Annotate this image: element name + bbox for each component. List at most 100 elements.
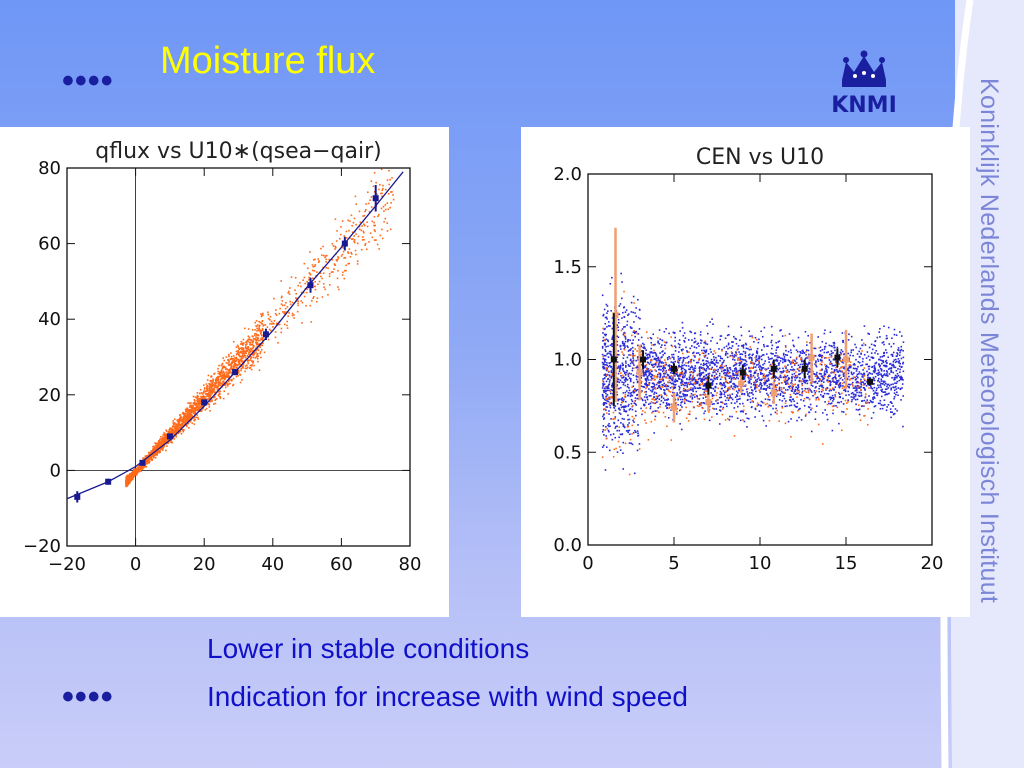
scatter-point [324, 288, 326, 291]
scatter-point [165, 440, 167, 443]
scatter-point [309, 273, 311, 275]
scatter-point [732, 335, 735, 338]
scatter-point [189, 404, 191, 407]
scatter-point [218, 385, 220, 387]
scatter-point [235, 353, 238, 356]
scatter-point [883, 373, 886, 375]
scatter-point [760, 349, 763, 351]
scatter-point [794, 393, 797, 395]
scatter-point [768, 385, 771, 388]
scatter-point [863, 374, 866, 376]
scatter-point [602, 385, 604, 387]
scatter-point [796, 387, 799, 390]
scatter-point [173, 423, 176, 426]
scatter-point [206, 388, 208, 390]
scatter-point [692, 388, 694, 391]
scatter-point [690, 392, 693, 395]
scatter-point [757, 357, 760, 360]
scatter-point [190, 409, 193, 412]
scatter-point [789, 396, 792, 399]
scatter-point [185, 417, 187, 420]
scatter-point [226, 383, 229, 386]
scatter-point [779, 329, 781, 332]
scatter-point [833, 405, 835, 407]
scatter-point [743, 392, 746, 395]
scatter-point [671, 372, 674, 374]
scatter-point [869, 376, 871, 379]
scatter-point [700, 366, 702, 369]
scatter-point [815, 385, 817, 388]
scatter-point [704, 383, 706, 385]
scatter-point [206, 395, 208, 397]
scatter-point [675, 372, 677, 374]
scatter-point [895, 382, 898, 385]
scatter-point [627, 414, 629, 417]
scatter-point [703, 391, 706, 394]
scatter-point [250, 360, 253, 362]
scatter-point [159, 444, 161, 447]
scatter-point [637, 359, 639, 361]
scatter-point [758, 410, 761, 412]
scatter-point [194, 407, 197, 409]
scatter-point [692, 378, 695, 381]
scatter-point [687, 365, 690, 367]
scatter-point [821, 340, 824, 343]
scatter-point [683, 364, 686, 366]
scatter-point [219, 390, 222, 393]
scatter-point [879, 399, 882, 402]
scatter-point [256, 343, 258, 345]
scatter-point [337, 257, 340, 259]
scatter-point [626, 386, 629, 388]
scatter-point [643, 346, 646, 348]
scatter-point [807, 396, 809, 399]
scatter-point [158, 441, 160, 443]
scatter-point [138, 465, 140, 467]
scatter-point [621, 340, 624, 343]
scatter-point [130, 479, 132, 482]
scatter-point [242, 342, 245, 344]
scatter-point [739, 353, 741, 356]
scatter-orange [125, 168, 395, 488]
scatter-point [836, 346, 839, 349]
scatter-point [206, 379, 209, 381]
scatter-point [317, 283, 319, 286]
scatter-point [833, 389, 835, 391]
scatter-point [715, 356, 717, 359]
scatter-point [873, 393, 875, 395]
scatter-point [742, 364, 744, 366]
scatter-point [188, 413, 190, 415]
scatter-point [213, 385, 216, 387]
scatter-point [204, 396, 207, 398]
scatter-point [228, 375, 231, 378]
scatter-point [696, 401, 699, 403]
scatter-point [756, 378, 759, 380]
scatter-point [213, 388, 215, 391]
scatter-point [660, 362, 663, 364]
scatter-point [677, 362, 680, 364]
scatter-point [258, 328, 260, 330]
scatter-point [803, 377, 806, 379]
scatter-point [239, 373, 241, 376]
scatter-point [320, 247, 322, 250]
scatter-point [232, 384, 234, 387]
scatter-point [733, 356, 736, 358]
scatter-point [386, 202, 389, 205]
scatter-point [223, 359, 226, 362]
scatter-point [658, 365, 661, 368]
institute-name-text: Koninklijk Nederlands Meteorologisch Ins… [975, 78, 1003, 604]
scatter-point [705, 362, 708, 365]
scatter-point [321, 296, 324, 298]
scatter-point [220, 375, 223, 378]
scatter-point [164, 434, 167, 437]
scatter-point [602, 313, 605, 316]
scatter-point [795, 358, 798, 360]
scatter-point [702, 385, 705, 387]
scatter-point [726, 356, 729, 359]
scatter-point [847, 352, 850, 355]
scatter-point [883, 384, 886, 386]
scatter-point [795, 377, 798, 379]
scatter-point [172, 433, 175, 436]
scatter-point [731, 387, 734, 390]
scatter-point [686, 378, 688, 381]
scatter-point [891, 353, 894, 356]
